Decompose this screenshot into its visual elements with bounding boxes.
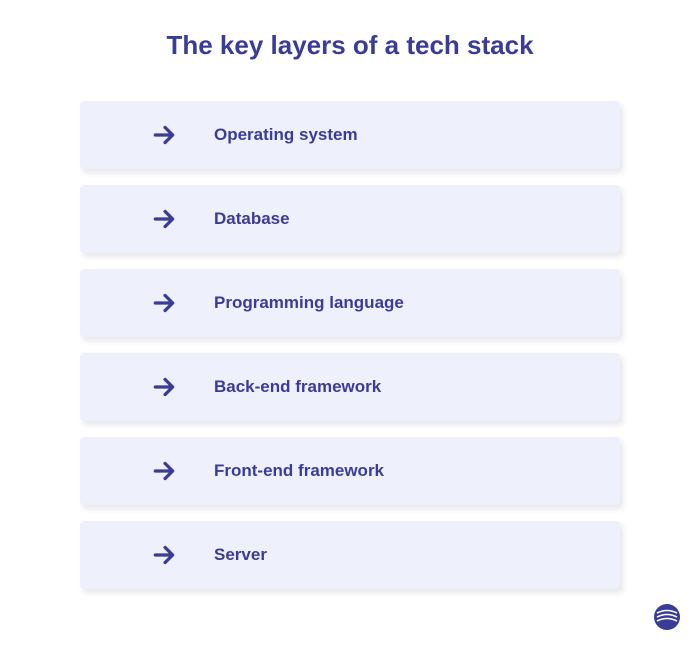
list-item-label: Programming language xyxy=(214,293,404,313)
arrow-right-icon xyxy=(150,457,178,485)
list-item: Database xyxy=(80,185,620,253)
arrow-right-icon xyxy=(150,541,178,569)
list-item-label: Front-end framework xyxy=(214,461,384,481)
list-item-label: Database xyxy=(214,209,290,229)
arrow-right-icon xyxy=(150,289,178,317)
layer-list: Operating system Database Programming la… xyxy=(80,101,620,589)
infographic-container: The key layers of a tech stack Operating… xyxy=(0,0,700,589)
list-item-label: Back-end framework xyxy=(214,377,381,397)
list-item-label: Operating system xyxy=(214,125,358,145)
list-item: Back-end framework xyxy=(80,353,620,421)
arrow-right-icon xyxy=(150,121,178,149)
list-item: Front-end framework xyxy=(80,437,620,505)
page-title: The key layers of a tech stack xyxy=(80,30,620,61)
list-item: Operating system xyxy=(80,101,620,169)
brand-logo-icon xyxy=(652,602,682,632)
arrow-right-icon xyxy=(150,373,178,401)
list-item-label: Server xyxy=(214,545,267,565)
list-item: Server xyxy=(80,521,620,589)
arrow-right-icon xyxy=(150,205,178,233)
list-item: Programming language xyxy=(80,269,620,337)
